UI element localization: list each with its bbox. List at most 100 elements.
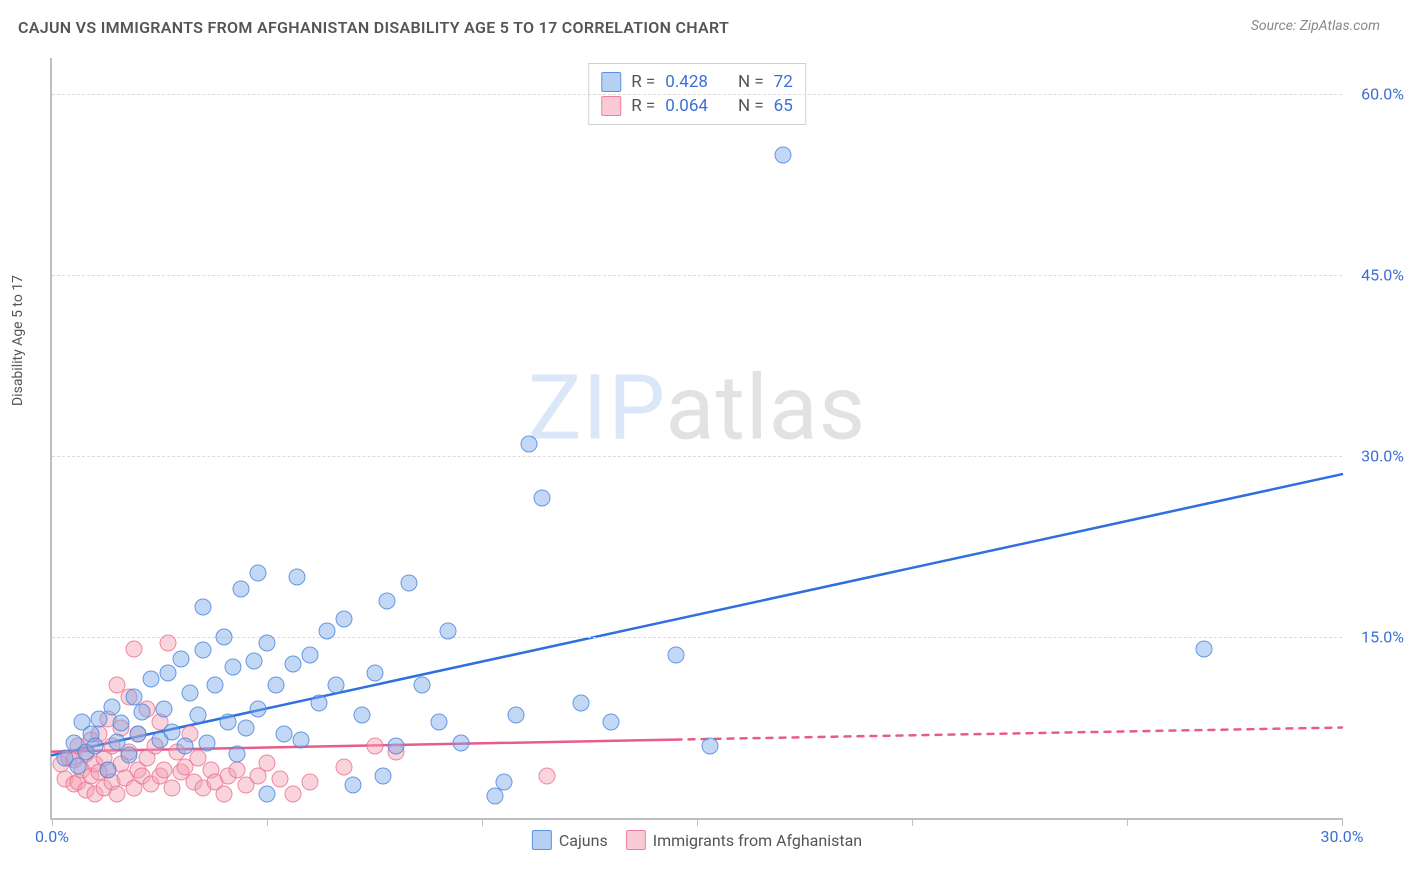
x-tick (912, 818, 913, 826)
r-value: 0.064 (665, 96, 708, 116)
data-point (400, 574, 417, 591)
data-point (302, 647, 319, 664)
data-point (345, 777, 362, 794)
n-value: 72 (774, 72, 793, 92)
data-point (177, 737, 194, 754)
data-point (190, 707, 207, 724)
n-label: N = (738, 96, 764, 116)
gridline (52, 637, 1342, 638)
plot-area: ZIPatlas R = 0.428 N = 72 R = 0.064 N = … (50, 58, 1342, 820)
x-tick (482, 818, 483, 826)
gridline (52, 275, 1342, 276)
data-point (246, 653, 263, 670)
data-point (538, 767, 555, 784)
data-point (366, 665, 383, 682)
swatch-blue-icon (532, 830, 552, 850)
data-point (87, 737, 104, 754)
data-point (336, 610, 353, 627)
data-point (173, 650, 190, 667)
data-point (353, 707, 370, 724)
data-point (310, 695, 327, 712)
data-point (112, 714, 129, 731)
data-point (181, 684, 198, 701)
legend-label: Immigrants from Afghanistan (653, 831, 862, 850)
data-point (194, 642, 211, 659)
r-value: 0.428 (665, 72, 708, 92)
legend-row-pink: R = 0.064 N = 65 (601, 94, 793, 118)
data-point (125, 641, 142, 658)
data-point (289, 568, 306, 585)
data-point (228, 746, 245, 763)
y-tick-label: 45.0% (1348, 266, 1404, 285)
data-point (237, 719, 254, 736)
data-point (276, 725, 293, 742)
data-point (603, 713, 620, 730)
data-point (250, 565, 267, 582)
data-point (534, 490, 551, 507)
data-point (108, 734, 125, 751)
data-point (160, 635, 177, 652)
data-point (108, 785, 125, 802)
data-point (271, 771, 288, 788)
data-point (99, 761, 116, 778)
data-point (121, 747, 138, 764)
data-point (293, 731, 310, 748)
data-point (160, 665, 177, 682)
n-label: N = (738, 72, 764, 92)
data-point (701, 737, 718, 754)
y-tick-label: 15.0% (1348, 628, 1404, 647)
data-point (220, 713, 237, 730)
data-point (216, 629, 233, 646)
swatch-pink-icon (601, 96, 621, 116)
data-point (69, 758, 86, 775)
data-point (327, 677, 344, 694)
gridline (52, 456, 1342, 457)
x-tick-label: 0.0% (35, 827, 69, 846)
swatch-pink-icon (626, 830, 646, 850)
data-point (366, 737, 383, 754)
data-point (495, 773, 512, 790)
data-point (104, 699, 121, 716)
r-label: R = (631, 96, 655, 116)
data-point (667, 647, 684, 664)
data-point (439, 623, 456, 640)
data-point (431, 713, 448, 730)
data-point (775, 146, 792, 163)
data-point (259, 635, 276, 652)
data-point (375, 767, 392, 784)
chart-source: Source: ZipAtlas.com (1251, 18, 1380, 34)
data-point (155, 701, 172, 718)
data-point (194, 598, 211, 615)
swatch-blue-icon (601, 72, 621, 92)
data-point (452, 735, 469, 752)
x-tick (52, 818, 53, 826)
data-point (379, 592, 396, 609)
data-point (508, 707, 525, 724)
data-point (486, 788, 503, 805)
data-point (388, 737, 405, 754)
n-value: 65 (774, 96, 793, 116)
y-axis-title: Disability Age 5 to 17 (10, 275, 26, 406)
y-tick-label: 30.0% (1348, 447, 1404, 466)
data-point (259, 785, 276, 802)
chart-title: CAJUN VS IMMIGRANTS FROM AFGHANISTAN DIS… (18, 18, 729, 37)
data-point (224, 659, 241, 676)
legend-item-cajuns: Cajuns (532, 830, 608, 850)
data-point (134, 703, 151, 720)
trend-lines (52, 58, 1342, 818)
watermark-atlas: atlas (666, 355, 867, 460)
data-point (228, 761, 245, 778)
data-point (142, 671, 159, 688)
data-point (284, 655, 301, 672)
data-point (155, 761, 172, 778)
x-tick (697, 818, 698, 826)
legend-label: Cajuns (559, 831, 608, 850)
data-point (216, 785, 233, 802)
x-tick-label: 30.0% (1321, 827, 1364, 846)
data-point (164, 779, 181, 796)
x-tick (267, 818, 268, 826)
legend-series: Cajuns Immigrants from Afghanistan (532, 830, 862, 850)
x-tick (1127, 818, 1128, 826)
data-point (319, 623, 336, 640)
data-point (130, 725, 147, 742)
